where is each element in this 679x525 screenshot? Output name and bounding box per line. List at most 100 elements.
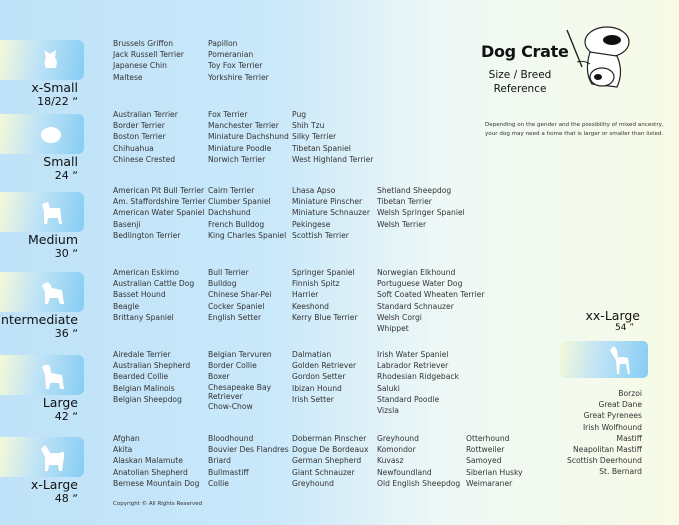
breed-name: Cocker Spaniel: [208, 301, 265, 311]
crate-size: 24 ˮ: [54, 169, 78, 182]
breed-column: Airedale Terrier Australian Shepherd Beard…: [113, 349, 190, 405]
breed-name: Airedale Terrier: [113, 350, 171, 359]
crate-size: 18/22 ˮ: [37, 95, 78, 108]
breed-name: Standard Poodle: [377, 394, 440, 404]
size-name: x-Small: [31, 80, 78, 95]
size-panel-small: [0, 114, 84, 154]
breed-name: Harrier: [292, 290, 319, 300]
breed-name: Standard Schnauzer: [377, 301, 454, 311]
breed-name: Finnish Spitz: [292, 279, 340, 289]
breed-name: Chesapeake Bay Retriever: [208, 382, 272, 401]
breed-name: Cairn Terrier: [208, 186, 255, 195]
size-panel-x-large: [0, 437, 84, 477]
breed-name: Mastiff: [616, 433, 642, 443]
breed-name: Alaskan Malamute: [113, 456, 183, 466]
breed-name: Greyhound: [377, 434, 419, 443]
breed-name: Toy Fox Terrier: [208, 61, 263, 71]
small-dog-silhouette-icon: [41, 127, 61, 143]
breed-name: Kuvasz: [377, 456, 404, 466]
note-line: Depending on the gender and the possibil…: [485, 122, 664, 128]
breed-column: Otterhound Rottweiler Samoyed Siberian Husk…: [466, 433, 523, 489]
crate-size: 48 ˮ: [54, 492, 78, 505]
breed-name: Rottweiler: [466, 445, 505, 455]
breed-name: Silky Terrier: [292, 132, 337, 142]
crate-size: 36 ˮ: [54, 327, 78, 340]
breed-name: Miniature Poodle: [208, 143, 272, 153]
breed-name: Newfoundland: [377, 467, 432, 477]
breed-name: Samoyed: [466, 456, 502, 466]
breed-name: Kerry Blue Terrier: [292, 312, 358, 322]
size-name: Small: [43, 154, 78, 169]
breed-name: French Bulldog: [208, 219, 265, 229]
akita-silhouette-icon: [41, 445, 65, 471]
breed-name: Bouvier Des Flandres: [208, 445, 289, 455]
size-disclaimer: Depending on the gender and the possibil…: [485, 121, 664, 138]
breed-name: American Pit Bull Terrier: [113, 186, 205, 195]
breed-name: English Setter: [208, 312, 262, 322]
breed-name: West Highland Terrier: [292, 154, 374, 164]
breed-name: Yorkshire Terrier: [208, 72, 269, 82]
breed-name: Miniature Dachshund: [208, 132, 289, 142]
breed-name: Scottish Terrier: [292, 230, 349, 240]
breed-name: Whippet: [377, 324, 409, 334]
breed-name: Afghan: [113, 434, 140, 443]
size-label-intermediate: Intermediate 36 ˮ: [0, 312, 78, 340]
size-label-x-small: x-Small 18/22 ˮ: [0, 80, 78, 108]
breed-name: Soft Coated Wheaten Terrier: [377, 290, 485, 300]
retriever-silhouette-icon: [42, 364, 64, 389]
size-label-x-large: x-Large 48 ˮ: [0, 477, 78, 505]
breed-name: Brussels Griffon: [113, 39, 174, 48]
breed-name: Saluki: [377, 383, 400, 393]
breed-column: Bloodhound Bouvier Des Flandres Briard Bull…: [208, 433, 289, 489]
papillon-silhouette-icon: [44, 50, 57, 68]
breed-name: Great Pyrenees: [583, 411, 642, 421]
breed-name: Akita: [113, 445, 133, 455]
breed-name: Australian Cattle Dog: [113, 279, 195, 289]
breed-column: Fox Terrier Manchester Terrier Miniature D…: [208, 109, 289, 165]
cartoon-dog-teacher-icon: [566, 26, 630, 88]
breed-name: Portuguese Water Dog: [377, 279, 463, 289]
breed-column: American Pit Bull Terrier Am. Staffordshi…: [113, 185, 206, 241]
breed-name: Basset Hound: [113, 290, 166, 300]
breed-column: American Eskimo Australian Cattle Dog Bass…: [113, 267, 194, 323]
breed-name: Chinese Shar-Pei: [208, 290, 272, 300]
breed-name: Tibetan Spaniel: [292, 143, 351, 153]
breed-name: Norwegian Elkhound: [377, 268, 456, 277]
size-label-medium: Medium 30 ˮ: [0, 232, 78, 260]
breed-name: Rhodesian Ridgeback: [377, 372, 459, 382]
breed-name: Am. Staffordshire Terrier: [113, 197, 206, 207]
breed-name: Bullmastiff: [208, 467, 249, 477]
breed-name: Miniature Schnauzer: [292, 208, 370, 218]
breed-name: Bull Terrier: [208, 268, 249, 277]
breed-column: Bull Terrier Bulldog Chinese Shar-Pei Cocke…: [208, 267, 272, 323]
size-name: x-Large: [30, 477, 78, 492]
breed-column: Greyhound Komondor Kuvasz Newfoundland Old E…: [377, 433, 460, 489]
breed-column: Lhasa Apso Miniature Pinscher Miniature Sc…: [292, 185, 370, 241]
breed-name: Papillon: [208, 39, 238, 48]
breed-column: Cairn Terrier Clumber Spaniel Dachshund Fre…: [208, 185, 286, 241]
breed-column: Springer Spaniel Finnish Spitz Harrier Kees…: [292, 267, 358, 323]
breed-name: Norwich Terrier: [208, 154, 266, 164]
breed-name: Irish Water Spaniel: [377, 350, 449, 359]
breed-name: Chinese Crested: [113, 154, 176, 164]
breed-name: Welsh Corgi: [377, 312, 422, 322]
size-name: xx-Large: [585, 308, 640, 323]
size-panel-medium: [0, 192, 84, 232]
size-panel-xx-large: [560, 341, 648, 378]
breed-name: Pomeranian: [208, 50, 254, 60]
breed-name: Borzoi: [618, 389, 642, 398]
breed-name: Komondor: [377, 445, 416, 455]
breed-name: Anatolian Shepherd: [113, 467, 188, 477]
breed-name: Welsh Terrier: [377, 219, 427, 229]
breed-name: Scottish Deerhound: [567, 456, 642, 466]
breed-name: Collie: [208, 478, 229, 488]
breed-name: Bernese Mountain Dog: [113, 478, 200, 488]
breed-name: Neapolitan Mastiff: [572, 445, 642, 455]
breed-name: Shih Tzu: [292, 121, 325, 131]
size-label-large: Large 42 ˮ: [0, 395, 78, 423]
breed-name: Basenji: [113, 219, 141, 229]
breed-name: Dogue De Bordeaux: [292, 445, 369, 455]
breed-name: St. Bernard: [599, 467, 642, 477]
breed-name: Giant Schnauzer: [292, 467, 355, 477]
breed-name: Brittany Spaniel: [113, 312, 174, 322]
